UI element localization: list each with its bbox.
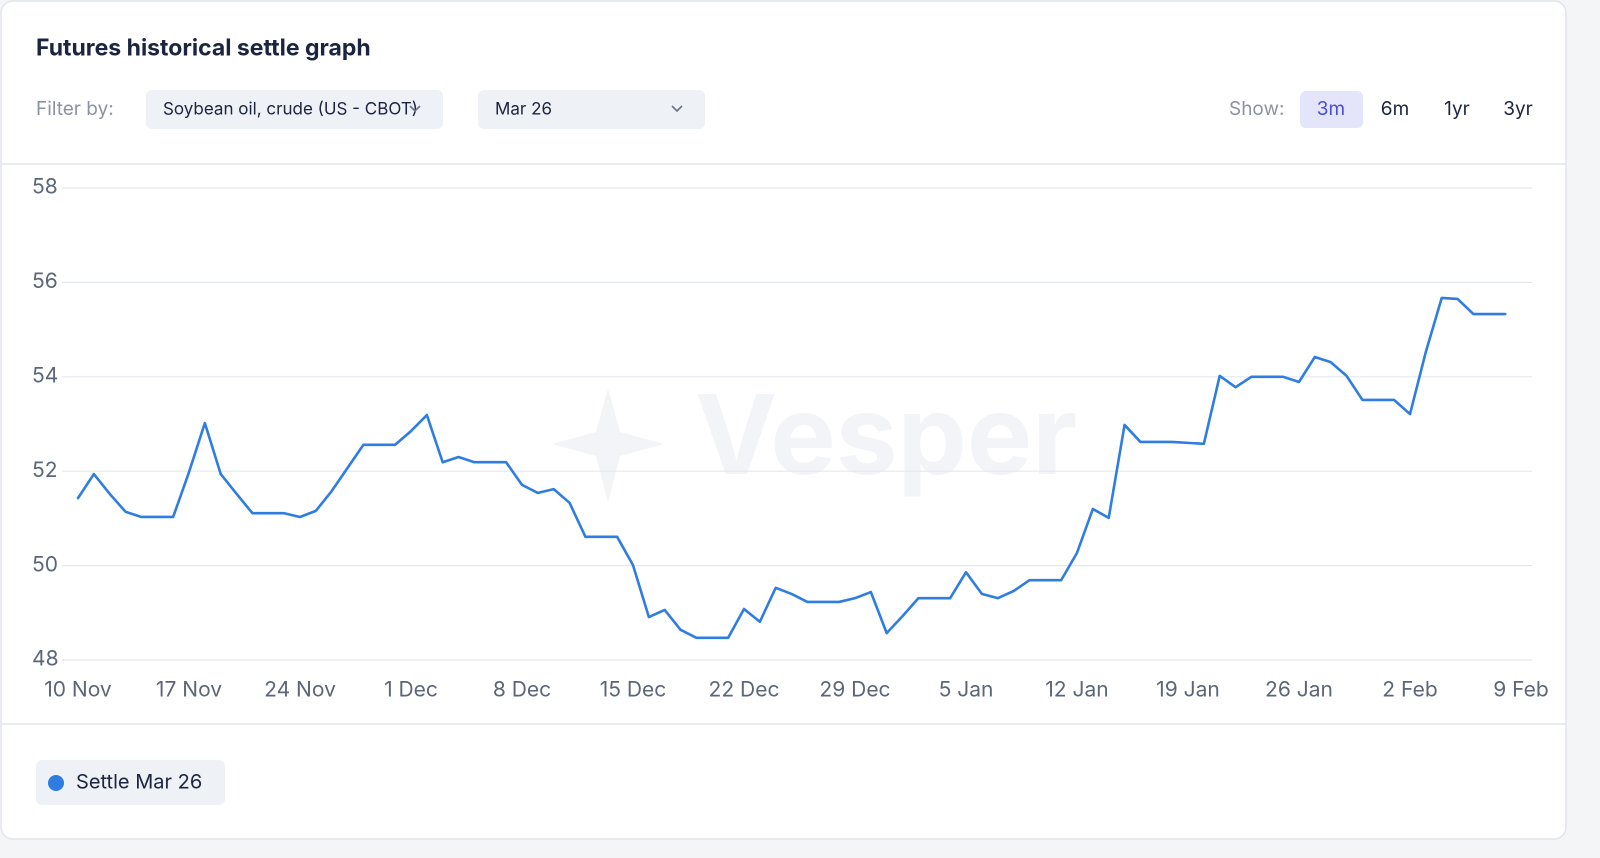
x-tick-label: 5 Jan (939, 678, 994, 703)
x-tick-label: 8 Dec (493, 678, 551, 703)
card (0, 0, 1567, 840)
legend: Settle Mar 26 (36, 760, 225, 805)
range-active-bg (1300, 91, 1363, 128)
range-option: 3m (1317, 97, 1345, 120)
dropdown-bg (146, 90, 443, 129)
watermark-text: Vesper (695, 367, 1077, 501)
range-option[interactable]: 1yr (1444, 97, 1470, 120)
x-tick-label: 1 Dec (384, 678, 438, 703)
watermark: Vesper (552, 367, 1077, 502)
contract-dropdown[interactable]: Mar 26 (478, 90, 705, 129)
dropdown-text: Mar 26 (495, 100, 552, 120)
x-tick-label: 24 Nov (264, 678, 336, 703)
card-title: Futures historical settle graph (36, 33, 371, 61)
range-3m[interactable]: 3m (1300, 91, 1363, 128)
x-tick-label: 22 Dec (709, 678, 780, 703)
show-label: Show: (1229, 97, 1285, 120)
y-tick-label: 56 (32, 269, 58, 294)
x-tick-label: 9 Feb (1493, 678, 1549, 703)
range-option[interactable]: 3yr (1503, 97, 1533, 120)
y-tick-label: 50 (32, 552, 58, 577)
chevron (409, 105, 421, 113)
filter-label: Filter by: (36, 97, 114, 120)
x-tick-label: 12 Jan (1045, 678, 1108, 703)
y-tick-label: 58 (32, 175, 58, 200)
watermark-star (552, 388, 664, 502)
dropdown-text: Soybean oil, crude (US - CBOT) (163, 100, 418, 120)
commodity-dropdown[interactable]: Soybean oil, crude (US - CBOT) (146, 90, 443, 129)
legend-bg (36, 760, 225, 805)
legend-swatch (48, 775, 64, 791)
chevron (671, 105, 683, 113)
y-tick-label: 52 (32, 458, 58, 483)
x-tick-label: 26 Jan (1265, 678, 1333, 703)
y-tick-label: 48 (32, 647, 59, 672)
settle-line (76, 296, 1507, 640)
dropdown-bg (478, 90, 705, 129)
plot: 48 50 52 54 56 58 10 Nov 17 Nov 24 Nov 1 Dec 8 Dec… (32, 175, 1549, 703)
x-tick-label: 19 Jan (1156, 678, 1220, 703)
x-tick-label: 2 Feb (1382, 678, 1437, 703)
x-tick-label: 17 Nov (156, 678, 222, 703)
y-tick-label: 54 (32, 364, 58, 389)
x-tick-label: 10 Nov (44, 678, 112, 703)
range-option[interactable]: 6m (1381, 97, 1409, 120)
x-tick-label: 29 Dec (819, 678, 890, 703)
x-tick-label: 15 Dec (600, 678, 667, 703)
legend-label: Settle Mar 26 (76, 769, 202, 793)
